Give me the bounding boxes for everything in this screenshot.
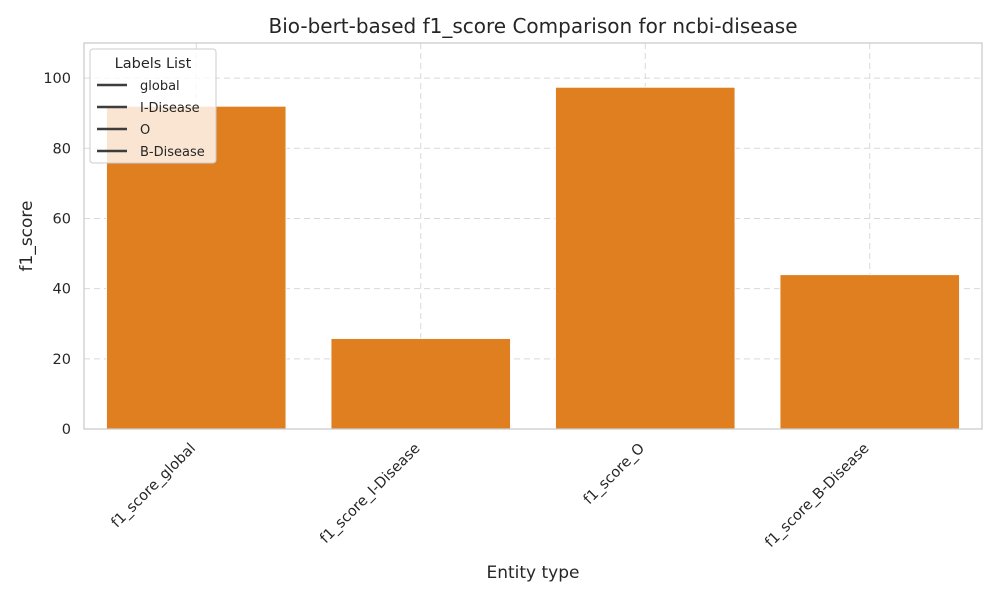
bar-f1_score_O [554, 86, 736, 430]
x-tick-label-1: f1_score_I-Disease [317, 440, 423, 546]
y-tick-label-0: 0 [62, 422, 71, 438]
legend-box [89, 48, 217, 164]
legend-entries: global I-Disease O B-Disease [97, 79, 205, 160]
chart-title: Bio-bert-based f1_score Comparison for n… [268, 14, 797, 38]
legend-label-1: I-Disease [140, 101, 200, 116]
bar-f1_score_B-Disease [779, 274, 961, 430]
legend-label-2: O [140, 123, 150, 138]
x-axis-ticks: f1_score_global f1_score_I-Disease f1_scor… [109, 440, 873, 550]
legend-label-3: B-Disease [140, 145, 205, 160]
legend-label-0: global [140, 79, 180, 94]
x-tick-label-2: f1_score_O [581, 441, 648, 508]
x-tick-label-0: f1_score_global [109, 441, 200, 532]
bars [105, 86, 961, 430]
y-tick-label-2: 40 [53, 282, 71, 298]
y-axis-label: f1_score [17, 201, 37, 272]
legend: Labels List global I-Disease O B-Disease [89, 48, 217, 164]
y-tick-label-5: 100 [43, 71, 71, 87]
bar-f1_score_I-Disease [330, 337, 512, 430]
x-tick-label-3: f1_score_B-Disease [762, 440, 872, 550]
y-tick-label-3: 60 [53, 211, 71, 227]
y-tick-label-1: 20 [53, 352, 71, 368]
y-tick-label-4: 80 [53, 141, 71, 157]
legend-title: Labels List [115, 56, 192, 72]
plot-frame [83, 42, 983, 430]
x-axis-label: Entity type [486, 563, 579, 583]
y-axis-ticks: 0 20 40 60 80 100 [43, 71, 71, 438]
